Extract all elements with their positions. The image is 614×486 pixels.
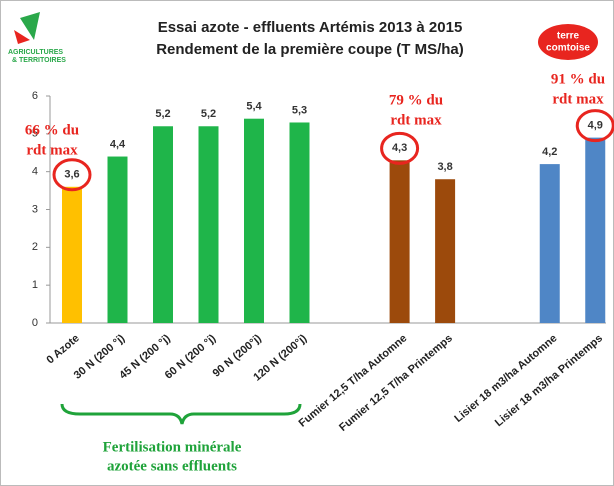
logo-text: comtoise — [546, 43, 590, 54]
logo-text: AGRICULTURES — [8, 49, 63, 56]
annotation: rdt max — [552, 91, 604, 107]
value-label: 4,4 — [110, 138, 126, 150]
highlight-circle — [52, 158, 92, 192]
bar — [289, 122, 310, 323]
value-label: 5,4 — [246, 101, 262, 113]
value-label: 3,6 — [64, 169, 79, 181]
chart-title: Essai azote - effluents Artémis 2013 à 2… — [158, 19, 463, 36]
bar — [198, 126, 219, 324]
annotation: 91 % du — [551, 71, 605, 87]
group-bracket — [60, 403, 302, 425]
y-tick-label: 4 — [32, 166, 38, 178]
value-label: 4,2 — [542, 146, 557, 158]
bar — [435, 179, 456, 323]
y-tick-label: 0 — [32, 317, 38, 329]
group-label: Fertilisation minérale — [103, 439, 242, 455]
group-label: azotée sans effluents — [107, 458, 237, 474]
y-tick-label: 5 — [32, 128, 38, 140]
bar — [539, 164, 560, 323]
bar — [107, 156, 128, 323]
y-tick-label: 1 — [32, 279, 38, 291]
y-tick-label: 2 — [32, 241, 38, 253]
value-label: 4,9 — [588, 120, 603, 132]
logo-text: & TERRITOIRES — [12, 57, 66, 64]
highlight-circle — [380, 131, 420, 165]
bar — [153, 126, 173, 324]
logo-text: terre — [557, 31, 580, 42]
annotation: 66 % du — [25, 122, 79, 138]
logo-right: terre comtoise — [538, 24, 598, 60]
value-label: 4,3 — [392, 142, 407, 154]
annotation: rdt max — [26, 142, 78, 158]
bar — [389, 160, 410, 323]
bar — [244, 118, 264, 323]
chart-subtitle: Rendement de la première coupe (T MS/ha) — [156, 41, 464, 58]
bar — [585, 137, 606, 323]
bar — [62, 186, 82, 323]
value-label: 3,8 — [437, 161, 452, 173]
annotation: 79 % du — [389, 92, 443, 108]
value-label: 5,2 — [155, 108, 170, 120]
highlight-circle — [575, 109, 614, 143]
value-label: 5,3 — [292, 104, 307, 116]
value-label: 5,2 — [201, 108, 216, 120]
y-tick-label: 6 — [32, 90, 38, 102]
logo-left: AGRICULTURES & TERRITOIRES — [8, 12, 66, 64]
y-tick-label: 3 — [32, 203, 38, 215]
annotation: rdt max — [390, 112, 442, 128]
